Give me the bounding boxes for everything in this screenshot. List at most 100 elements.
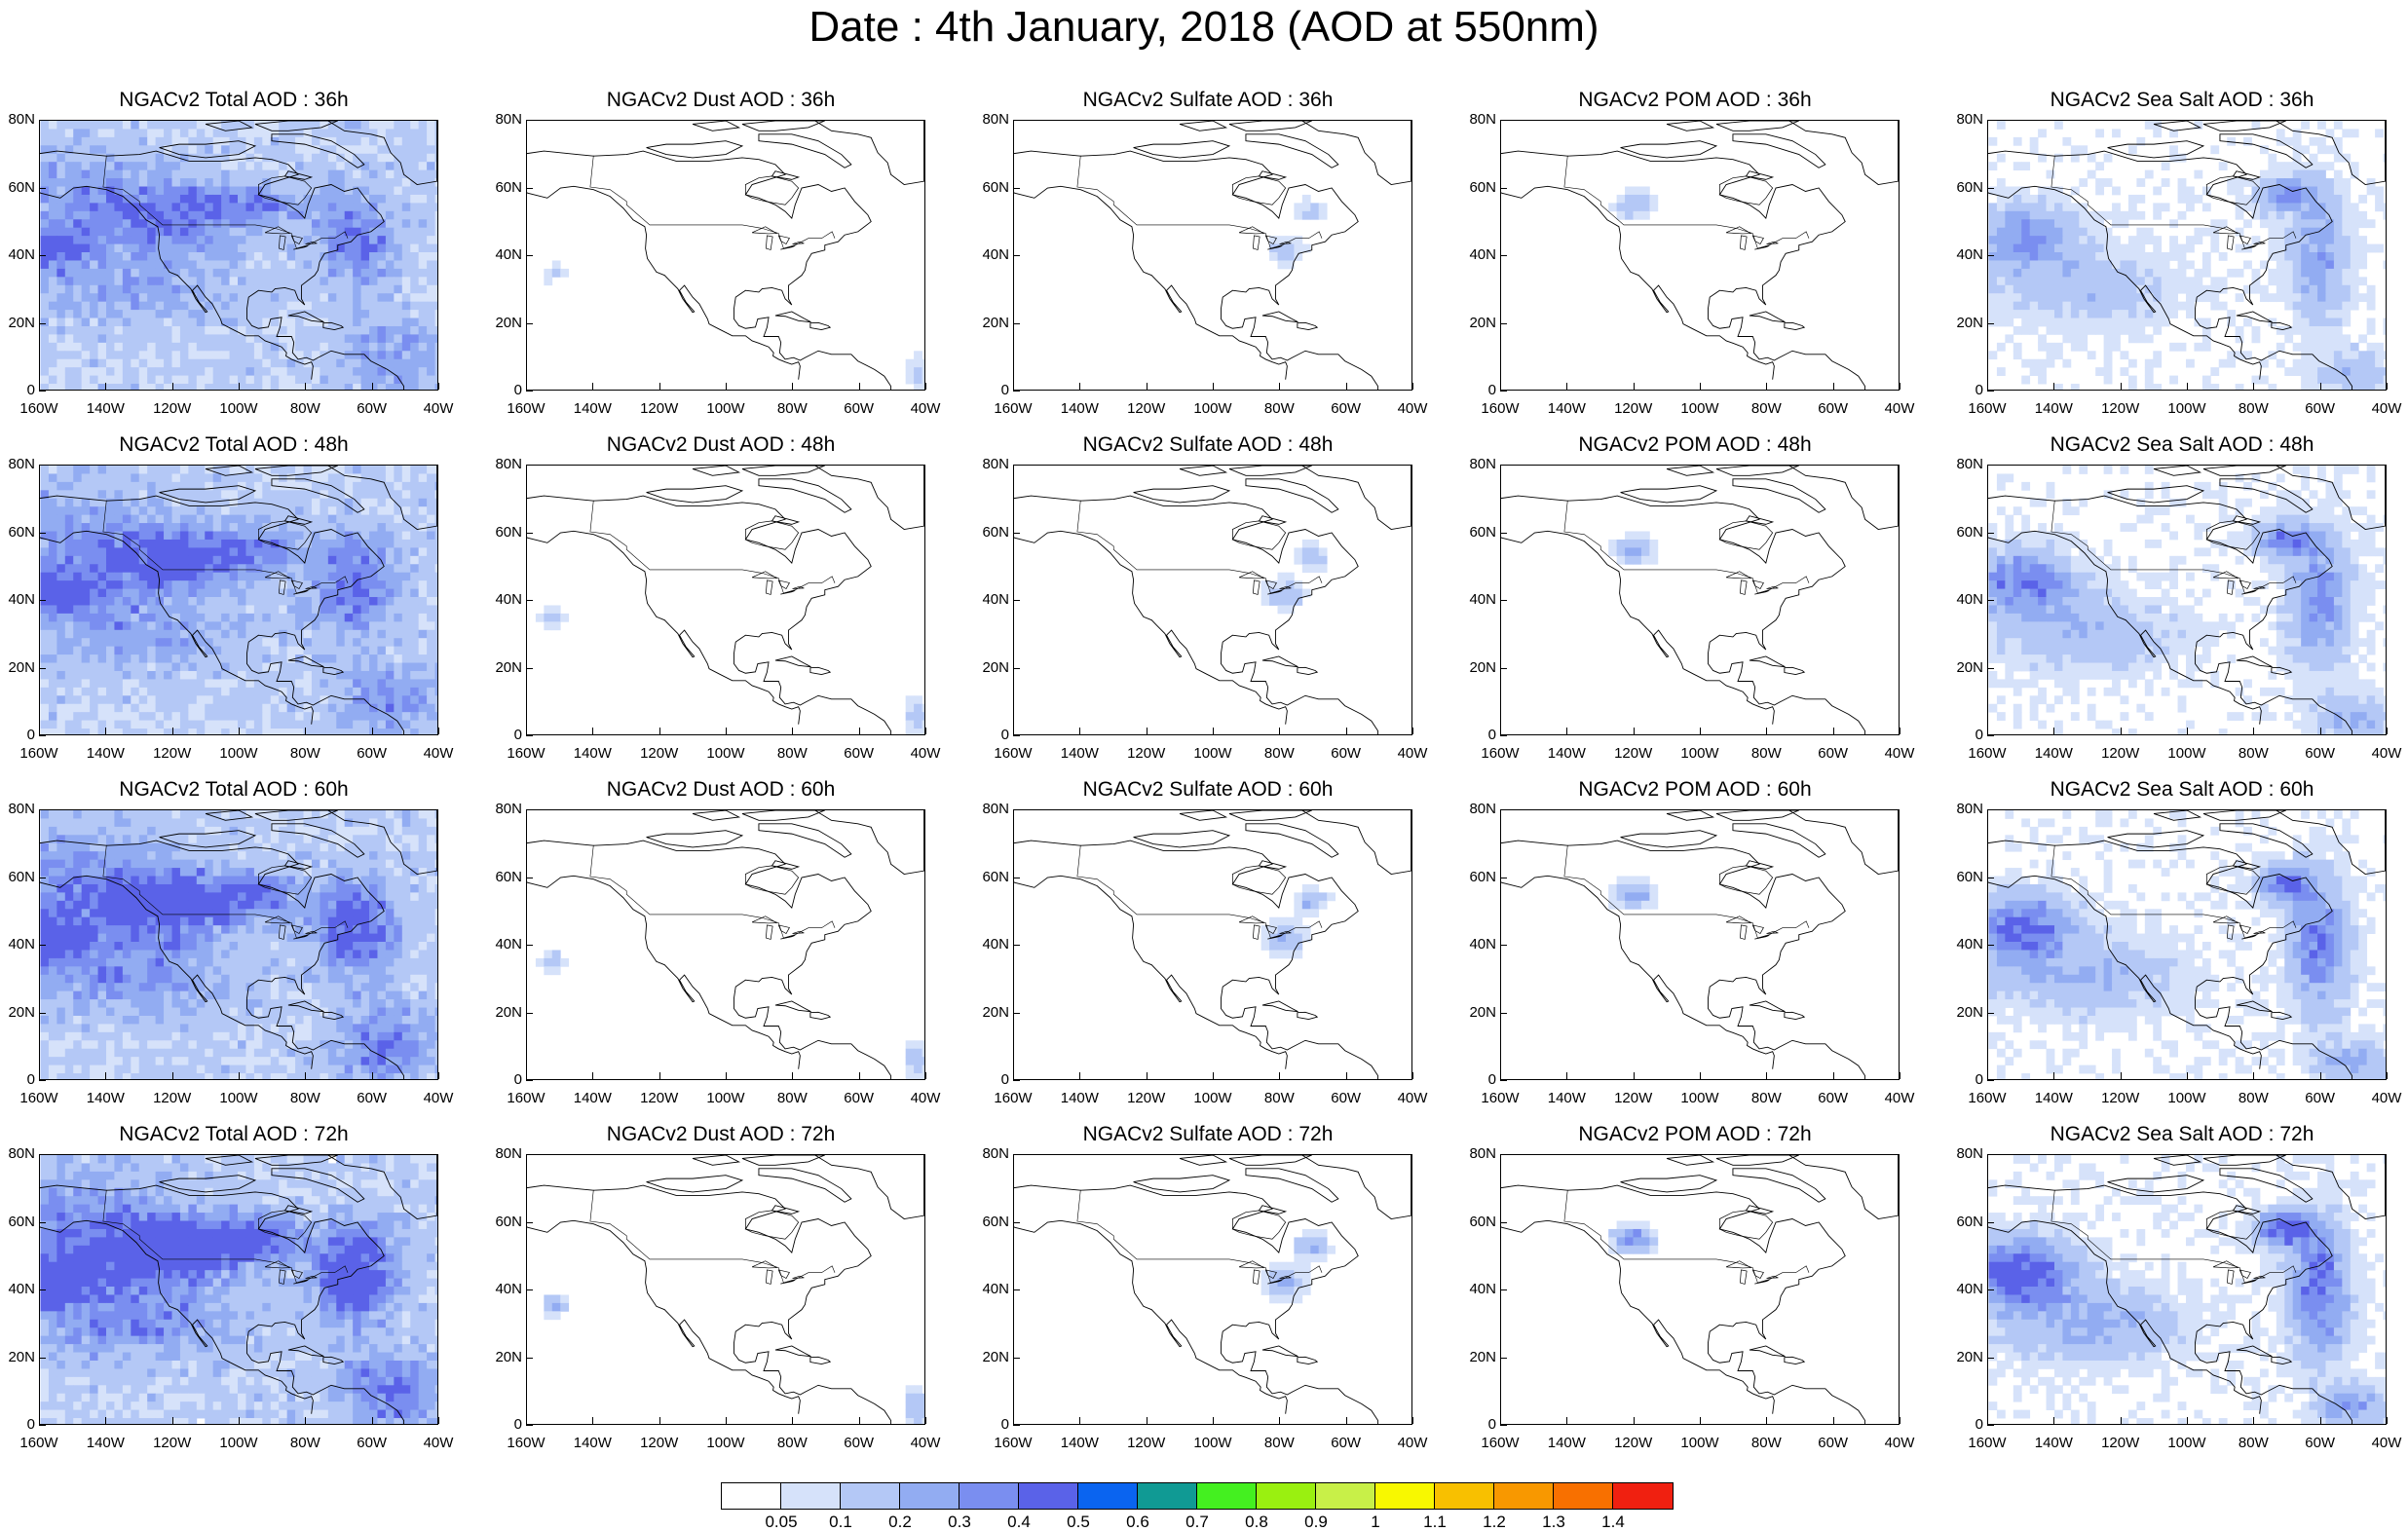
- lon-tick: [1987, 1417, 1988, 1424]
- lat-tick: [1500, 1425, 1507, 1426]
- aod-shading: [1608, 532, 1658, 565]
- lon-tick-label: 140W: [1061, 1091, 1099, 1106]
- lon-tick-label: 60W: [1331, 401, 1361, 417]
- panel-title: NGACv2 Total AOD : 72h: [0, 1122, 468, 1147]
- great-lake-outline: [1253, 236, 1260, 249]
- lat-tick-label: 60N: [0, 870, 35, 885]
- map-frame: [1500, 120, 1900, 391]
- lat-tick-label: 80N: [1461, 112, 1496, 128]
- lon-tick: [726, 728, 727, 734]
- lon-tick: [1412, 1417, 1413, 1424]
- island-outline: [1180, 466, 1226, 475]
- lon-tick: [105, 1072, 106, 1079]
- island-outline: [647, 141, 742, 158]
- lon-tick: [2387, 728, 2388, 734]
- lon-tick-label: 140W: [2035, 1091, 2073, 1106]
- lat-tick: [1500, 391, 1507, 392]
- lat-tick-label: 80N: [0, 112, 35, 128]
- island-outline: [1246, 479, 1338, 512]
- island-outline: [775, 656, 811, 667]
- island-outline: [771, 861, 798, 870]
- lat-tick: [1987, 120, 1994, 121]
- aod-field-map: [40, 121, 437, 390]
- lat-tick-label: 20N: [1948, 660, 1983, 676]
- island-outline: [1246, 134, 1338, 168]
- aod-field-map: [1501, 810, 1899, 1079]
- aod-field-map: [40, 466, 437, 734]
- greenland-outline: [1302, 121, 1411, 185]
- lat-tick-label: 0: [1948, 1417, 1983, 1433]
- aod-field-map: [527, 466, 924, 734]
- lat-tick-label: 40N: [1948, 937, 1983, 953]
- lon-tick-label: 80W: [1751, 401, 1782, 417]
- lat-tick-label: 40N: [1461, 937, 1496, 953]
- lon-tick: [2187, 1417, 2188, 1424]
- aod-field-map: [1014, 810, 1411, 1079]
- map-frame: [1987, 809, 2387, 1080]
- lon-tick-label: 80W: [777, 746, 808, 762]
- island-outline: [775, 1346, 811, 1357]
- lat-tick: [1987, 735, 1994, 736]
- great-lake-outline: [778, 236, 789, 244]
- lat-tick-label: 0: [487, 1417, 522, 1433]
- lat-tick: [1500, 465, 1507, 466]
- aod-shading: [1608, 1221, 1658, 1254]
- lon-tick-label: 100W: [2167, 1091, 2205, 1106]
- colorbar-label: 0.8: [1245, 1513, 1268, 1532]
- coastline-east: [1014, 151, 1378, 390]
- lon-tick: [2320, 1417, 2321, 1424]
- lat-tick-label: 20N: [0, 1005, 35, 1021]
- great-lake-outline: [1726, 916, 1750, 923]
- great-lake-outline: [1752, 580, 1763, 589]
- coastline-east: [1014, 496, 1378, 734]
- lon-tick: [305, 1072, 306, 1079]
- lon-tick: [925, 383, 926, 390]
- lon-tick: [2187, 1072, 2188, 1079]
- colorbar-label: 0.9: [1304, 1513, 1328, 1532]
- lat-tick-label: 60N: [1948, 180, 1983, 196]
- lon-tick: [1013, 1417, 1014, 1424]
- lat-tick-label: 20N: [974, 1350, 1009, 1365]
- lat-tick: [1987, 668, 1994, 669]
- map-frame: [1500, 809, 1900, 1080]
- colorbar-swatch: [1019, 1483, 1078, 1509]
- island-outline: [1134, 1176, 1229, 1192]
- lon-tick-label: 80W: [2239, 1436, 2269, 1451]
- colorbar-label: 1.2: [1483, 1513, 1506, 1532]
- lon-tick-label: 160W: [1968, 746, 2006, 762]
- lat-tick-label: 0: [0, 728, 35, 743]
- lat-tick: [1013, 1013, 1020, 1014]
- island-outline: [1262, 656, 1298, 667]
- lon-tick-label: 80W: [1264, 1436, 1295, 1451]
- lon-tick: [792, 1072, 793, 1079]
- lat-tick-label: 20N: [974, 660, 1009, 676]
- aod-shading: [1261, 1229, 1336, 1303]
- panel-title: NGACv2 POM AOD : 72h: [1461, 1122, 1929, 1147]
- colorbar-swatch: [1613, 1483, 1673, 1509]
- lon-tick: [1566, 1072, 1567, 1079]
- greenland-outline: [815, 466, 924, 530]
- lat-tick: [1013, 465, 1020, 466]
- lat-tick: [39, 600, 46, 601]
- lon-tick: [105, 1417, 106, 1424]
- lon-tick: [1147, 383, 1148, 390]
- lon-tick-label: 120W: [640, 1091, 678, 1106]
- island-outline: [1716, 121, 1799, 131]
- lat-tick-label: 80N: [1461, 457, 1496, 472]
- lon-tick-label: 160W: [1481, 401, 1519, 417]
- lon-tick: [1279, 1417, 1280, 1424]
- island-outline: [810, 1012, 830, 1019]
- lon-tick-label: 60W: [844, 1091, 874, 1106]
- lon-tick: [2121, 383, 2122, 390]
- lat-tick: [1013, 1222, 1020, 1223]
- lon-tick-label: 40W: [1398, 1436, 1428, 1451]
- lat-tick-label: 40N: [974, 1282, 1009, 1297]
- lon-tick-label: 160W: [1968, 401, 2006, 417]
- lon-tick-label: 100W: [1193, 1436, 1231, 1451]
- lon-tick: [172, 728, 173, 734]
- lat-tick-label: 0: [1461, 1417, 1496, 1433]
- lat-tick-label: 0: [1948, 1072, 1983, 1088]
- aod-field-map: [1501, 121, 1899, 390]
- lon-tick-label: 80W: [2239, 401, 2269, 417]
- lat-tick-label: 20N: [1948, 1350, 1983, 1365]
